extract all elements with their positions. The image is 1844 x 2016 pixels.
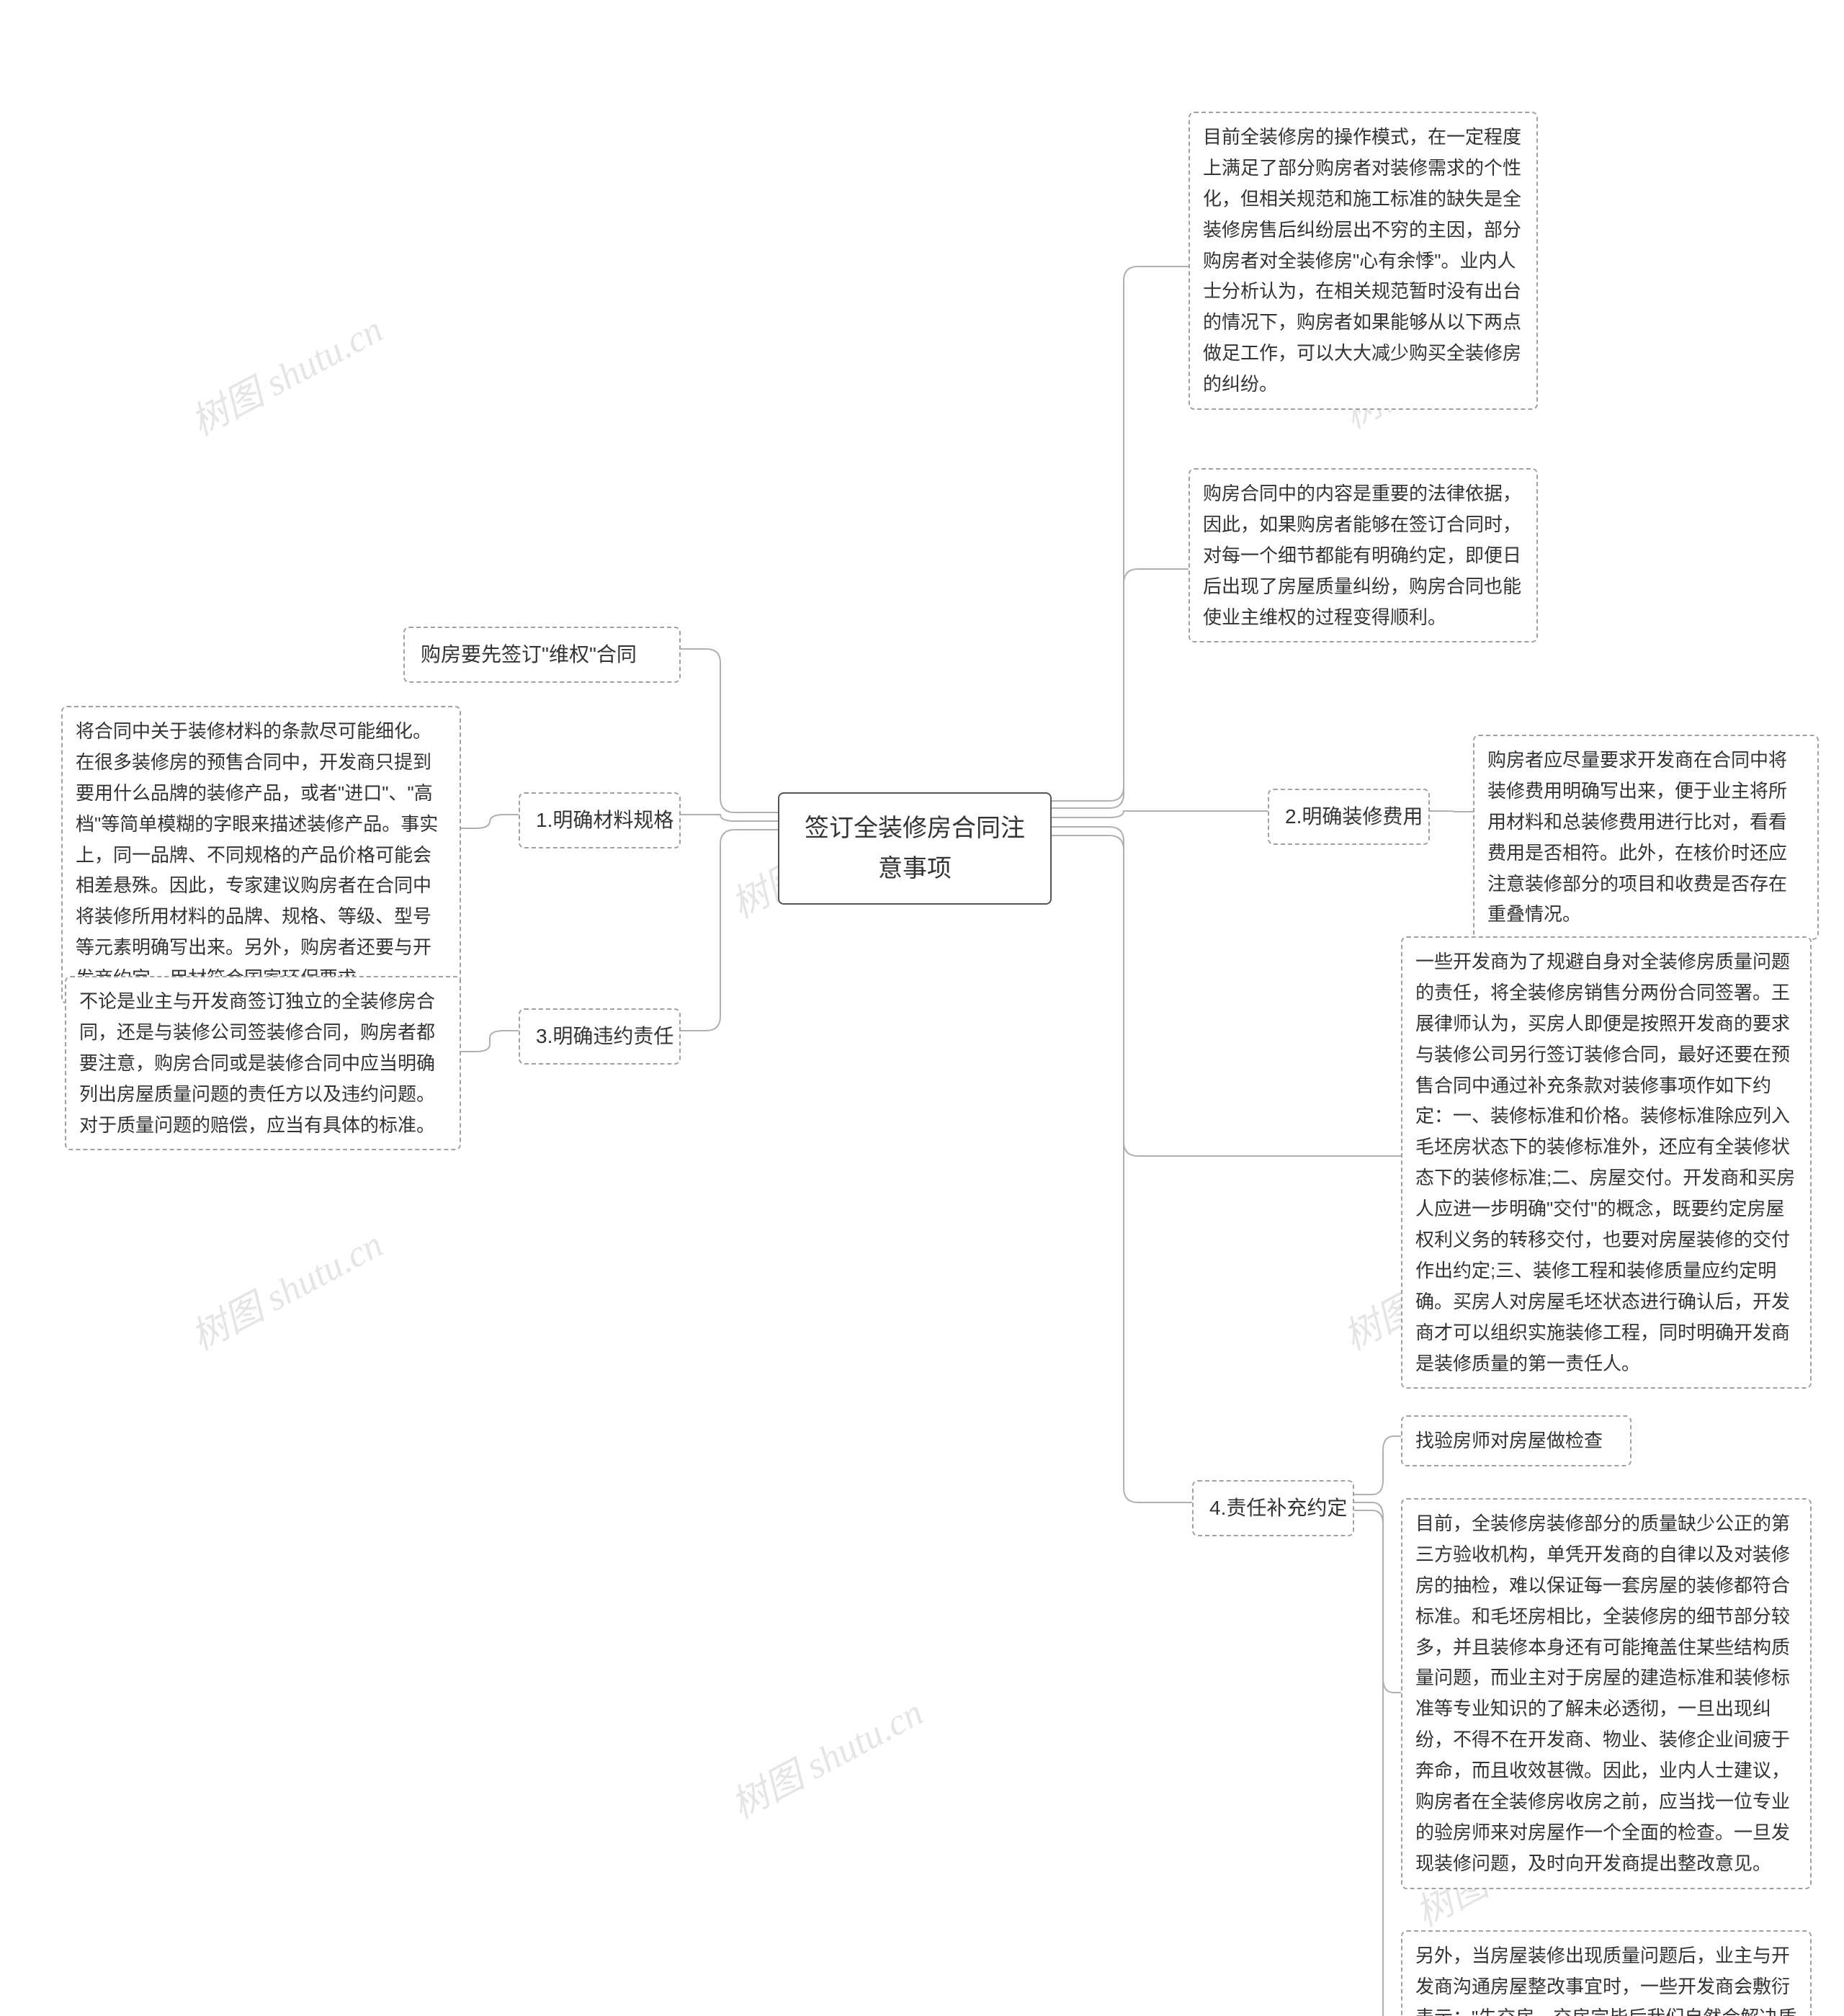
right-node-2-child-0: 购房者应尽量要求开发商在合同中将装修费用明确写出来，便于业主将所用材料和总装修费… — [1473, 735, 1819, 940]
watermark: 树图 shutu.cn — [179, 1214, 390, 1361]
right-node-3: 一些开发商为了规避自身对全装修房质量问题的责任，将全装修房销售分两份合同签署。王… — [1401, 936, 1812, 1389]
right-node-0: 目前全装修房的操作模式，在一定程度上满足了部分购房者对装修需求的个性化，但相关规… — [1189, 112, 1538, 410]
right-node-4-child-1: 目前，全装修房装修部分的质量缺少公正的第三方验收机构，单凭开发商的自律以及对装修… — [1401, 1498, 1812, 1889]
watermark: 树图 shutu.cn — [720, 1683, 931, 1829]
right-node-4-child-0: 找验房师对房屋做检查 — [1401, 1415, 1632, 1466]
left-node-2-child-0: 不论是业主与开发商签订独立的全装修房合同，还是与装修公司签装修合同，购房者都要注… — [65, 976, 461, 1150]
right-node-2: 2.明确装修费用 — [1268, 789, 1430, 845]
left-node-2: 3.明确违约责任 — [519, 1008, 681, 1065]
center-node: 签订全装修房合同注意事项 — [778, 792, 1052, 905]
right-node-4: 4.责任补充约定 — [1192, 1480, 1354, 1536]
left-node-1: 1.明确材料规格 — [519, 792, 681, 848]
left-node-1-child-0: 将合同中关于装修材料的条款尽可能细化。在很多装修房的预售合同中，开发商只提到要用… — [61, 706, 461, 1004]
right-node-1: 购房合同中的内容是重要的法律依据，因此，如果购房者能够在签订合同时，对每一个细节… — [1189, 468, 1538, 642]
right-node-4-child-2: 另外，当房屋装修出现质量问题后，业主与开发商沟通房屋整改事宜时，一些开发商会敷衍… — [1401, 1930, 1812, 2016]
left-node-0: 购房要先签订"维权"合同 — [403, 627, 681, 683]
watermark: 树图 shutu.cn — [179, 300, 390, 446]
